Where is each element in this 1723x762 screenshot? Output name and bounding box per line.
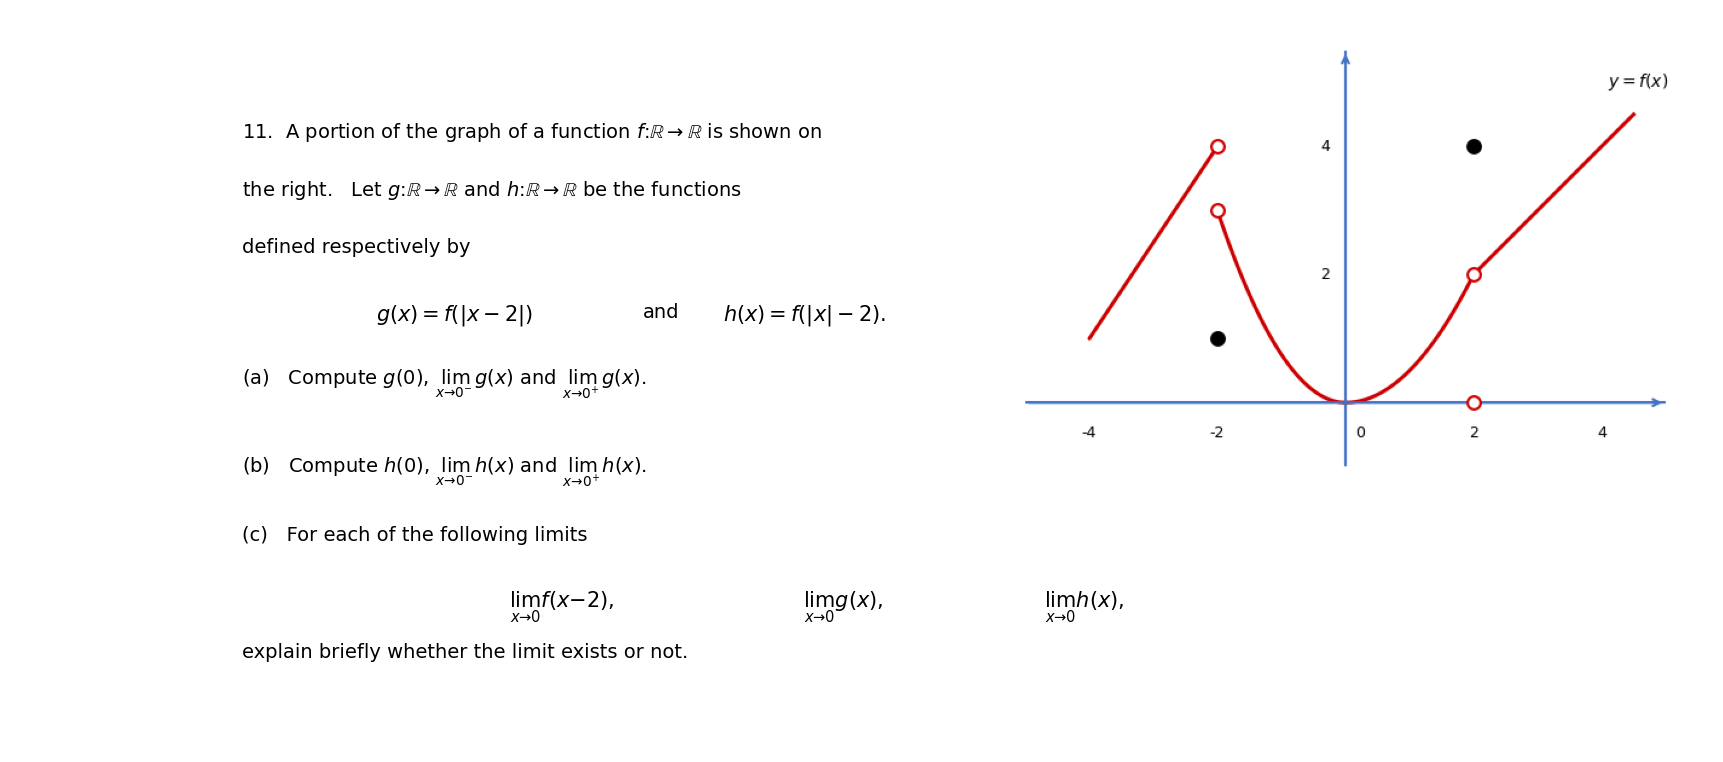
Text: 11.  A portion of the graph of a function $f\colon\mathbb{R}\to\mathbb{R}$ is sh: 11. A portion of the graph of a function… (241, 121, 822, 144)
Text: $\lim_{x\to 0} g(x),$: $\lim_{x\to 0} g(x),$ (803, 590, 884, 626)
Text: $g(x) = f(|x-2|)$: $g(x) = f(|x-2|)$ (376, 303, 532, 328)
Text: $h(x) = f(|x|-2).$: $h(x) = f(|x|-2).$ (724, 303, 886, 328)
Text: explain briefly whether the limit exists or not.: explain briefly whether the limit exists… (241, 643, 687, 662)
Text: $\lim_{x\to 0} h(x),$: $\lim_{x\to 0} h(x),$ (1044, 590, 1123, 626)
Text: $\lim_{x\to 0} f(x-2),$: $\lim_{x\to 0} f(x-2),$ (510, 590, 615, 626)
Text: (b)   Compute $h(0)$, $\lim_{x\to 0^-} h(x)$ and $\lim_{x\to 0^+} h(x)$.: (b) Compute $h(0)$, $\lim_{x\to 0^-} h(x… (241, 455, 646, 489)
Text: and: and (643, 303, 679, 322)
Text: the right.   Let $g\colon\mathbb{R}\to\mathbb{R}$ and $h\colon\mathbb{R}\to\math: the right. Let $g\colon\mathbb{R}\to\mat… (241, 180, 741, 203)
Text: (a)   Compute $g(0)$, $\lim_{x\to 0^-} g(x)$ and $\lim_{x\to 0^+} g(x)$.: (a) Compute $g(0)$, $\lim_{x\to 0^-} g(x… (241, 367, 646, 401)
Text: defined respectively by: defined respectively by (241, 238, 470, 257)
Text: (c)   For each of the following limits: (c) For each of the following limits (241, 526, 588, 545)
